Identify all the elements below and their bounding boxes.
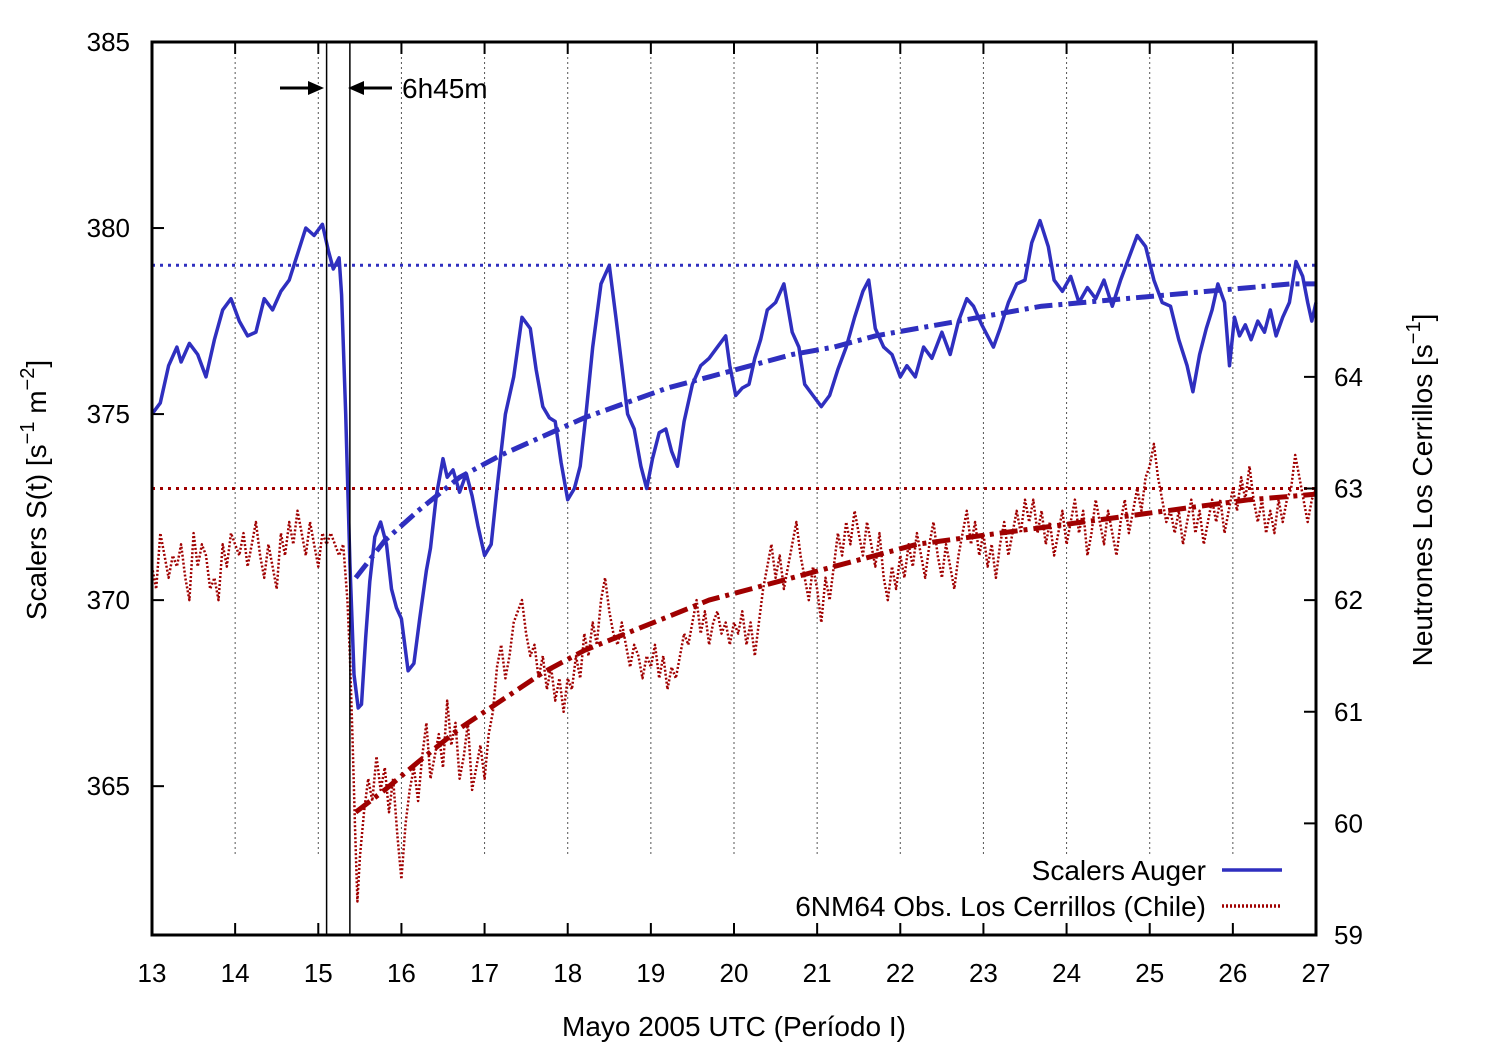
series-scalers-auger bbox=[150, 218, 1318, 710]
x-tick-label-20: 20 bbox=[720, 958, 749, 988]
y-right-tick-label-61: 61 bbox=[1334, 697, 1363, 727]
y-right-tick-label-62: 62 bbox=[1334, 585, 1363, 615]
x-axis-label: Mayo 2005 UTC (Período I) bbox=[562, 1011, 906, 1042]
y-right-tick-label-60: 60 bbox=[1334, 808, 1363, 838]
y-left-tick-label-380: 380 bbox=[87, 213, 130, 243]
y-axis-label-right: Neutrones Los Cerrillos [s−1] bbox=[1403, 314, 1438, 667]
series-neutron-monitor bbox=[150, 442, 1318, 903]
x-tick-label-22: 22 bbox=[886, 958, 915, 988]
fit-curve-auger bbox=[353, 281, 1316, 580]
y-right-tick-label-63: 63 bbox=[1334, 474, 1363, 504]
event-markers bbox=[325, 42, 351, 935]
y-right-tick-label-59: 59 bbox=[1334, 920, 1363, 950]
grid bbox=[234, 42, 1234, 855]
fit-curve-neutron bbox=[354, 491, 1317, 815]
annotation: 6h45m bbox=[280, 73, 488, 104]
x-tick-label-21: 21 bbox=[803, 958, 832, 988]
series-layer bbox=[150, 218, 1318, 903]
annotation-label: 6h45m bbox=[402, 73, 488, 104]
ticks bbox=[151, 41, 1317, 936]
y-left-tick-label-385: 385 bbox=[87, 27, 130, 57]
y-left-tick-label-375: 375 bbox=[87, 399, 130, 429]
x-tick-label-19: 19 bbox=[636, 958, 665, 988]
y-left-tick-label-365: 365 bbox=[87, 771, 130, 801]
x-tick-label-25: 25 bbox=[1135, 958, 1164, 988]
y-axis-label-left: Scalers S(t) [s−1 m−2] bbox=[17, 360, 52, 620]
tick-labels: 13 14 15 16 17 18 19 20 21 22 23 24 25 26 27 365 370 375 3… bbox=[87, 27, 1363, 988]
x-tick-label-18: 18 bbox=[553, 958, 582, 988]
x-tick-label-27: 27 bbox=[1302, 958, 1331, 988]
reference-lines bbox=[152, 263, 1316, 490]
x-tick-label-26: 26 bbox=[1218, 958, 1247, 988]
annotation-arrowhead-right bbox=[348, 81, 364, 95]
x-tick-label-14: 14 bbox=[221, 958, 250, 988]
y-left-tick-label-370: 370 bbox=[87, 585, 130, 615]
annotation-arrowhead-left bbox=[308, 81, 324, 95]
y-right-tick-label-64: 64 bbox=[1334, 362, 1363, 392]
legend-label-neutron: 6NM64 Obs. Los Cerrillos (Chile) bbox=[795, 891, 1206, 922]
x-tick-label-16: 16 bbox=[387, 958, 416, 988]
legend: Scalers Auger 6NM64 Obs. Los Cerrillos (… bbox=[795, 855, 1282, 922]
x-tick-label-13: 13 bbox=[138, 958, 167, 988]
legend-label-auger: Scalers Auger bbox=[1032, 855, 1206, 886]
x-tick-label-24: 24 bbox=[1052, 958, 1081, 988]
x-tick-label-15: 15 bbox=[304, 958, 333, 988]
x-tick-label-23: 23 bbox=[969, 958, 998, 988]
x-tick-label-17: 17 bbox=[470, 958, 499, 988]
